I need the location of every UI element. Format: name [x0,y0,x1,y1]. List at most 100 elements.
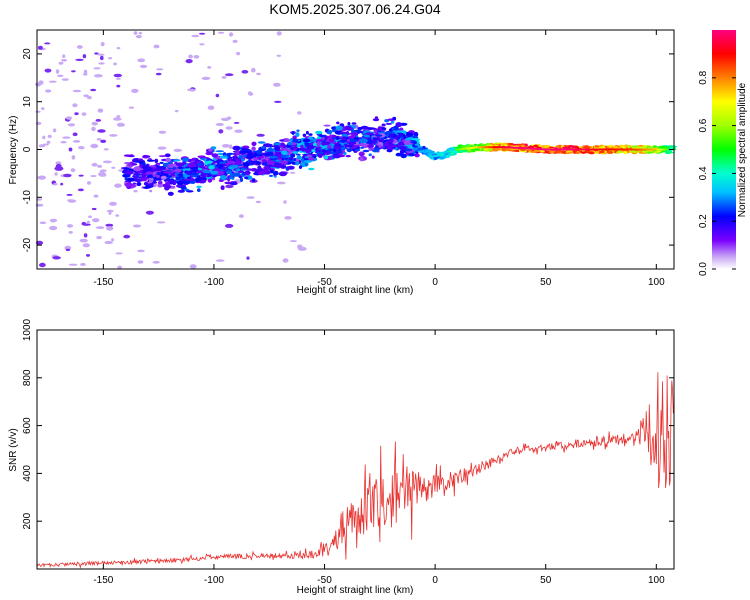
spectrogram-noise-cell [83,94,89,98]
spectrogram-noise-cell [48,80,57,83]
spectrogram-cell [481,144,487,146]
spectrogram-cell [504,144,508,147]
spectrogram-noise-cell [108,57,113,60]
spectrogram-cell [514,149,519,152]
spectrogram-cell [200,173,207,177]
spectrogram-cell [315,130,323,135]
spectrogram-x-label: Height of straight line (km) [297,285,414,296]
spectrogram-noise-cell [44,42,51,45]
spectrogram-noise-cell [35,240,44,245]
spectrogram-cell [191,172,198,176]
spectrogram-cell [364,134,369,138]
spectrogram-noise-cell [50,220,56,223]
spectrogram-cell [244,176,249,180]
spectrogram-noise-cell [220,117,230,121]
spectrogram-cell [137,158,143,161]
spectrogram-noise-cell [91,207,97,211]
spectrogram-cell [206,160,213,164]
spectrogram-cell [149,178,154,183]
spectrogram-cell [195,158,199,163]
spectrogram-cell [142,154,150,159]
spectrogram-cell [240,168,248,171]
spectrogram-cell [212,177,216,181]
spectrogram-noise-cell [72,140,81,143]
spectrogram-cell [386,149,393,153]
spectrogram-cell [606,150,614,154]
spectrogram-cell [561,150,567,154]
spectrogram-noise-cell [83,73,88,76]
spectrogram-x-tick-label: 50 [540,277,552,288]
spectrogram-noise-cell [55,69,60,74]
spectrogram-cell [398,141,406,146]
spectrogram-cell [224,162,233,165]
spectrogram-noise-cell [207,105,215,110]
spectrogram-noise-cell [116,47,121,50]
spectrogram-noise-cell [60,141,67,144]
spectrogram-cell [377,126,383,132]
spectrogram-cell [274,151,283,157]
spectrogram-cell [375,134,383,137]
colorbar-ticks: 0.0 0.2 0.4 0.6 0.8 [698,70,736,276]
spectrogram-cell [183,188,190,191]
spectrogram-cell [341,136,347,141]
spectrogram-noise-cell [90,143,99,149]
spectrogram-noise-cell [100,42,105,47]
spectrogram-cell [182,180,192,185]
spectrogram-cell [220,185,225,191]
spectrogram-noise-cell [225,126,233,130]
spectrogram-cell [283,139,292,142]
spectrogram-cell [390,120,395,124]
spectrogram-noise-cell [37,45,43,50]
spectrogram-cell [613,146,619,149]
spectrogram-noise-cell [96,235,102,240]
spectrogram-cell [329,134,333,139]
spectrogram-noise-cell [68,231,73,234]
spectrogram-cell [335,136,340,140]
spectrogram-cell [232,172,241,177]
spectrogram-noise-cell [116,77,121,80]
spectrogram-cell [367,127,376,130]
spectrogram-cell [215,170,225,176]
spectrogram-noise-cell [91,162,98,167]
spectrogram-noise-cell [42,135,46,140]
spectrogram-cell [195,177,202,182]
snr-x-tick-label: -150 [93,575,113,586]
spectrogram-noise-cell [62,136,71,139]
spectrogram-cell [282,144,287,149]
spectrogram-y-label: Frequency (Hz) [8,116,19,185]
spectrogram-noise-cell [236,51,241,56]
spectrogram-noise-cell [74,112,79,116]
spectrogram-cell [251,178,256,183]
spectrogram-cell [168,175,172,178]
spectrogram-cell [279,160,289,165]
spectrogram-noise-cell [131,88,139,93]
spectrogram-cell [156,174,160,179]
spectrogram-cell [136,181,142,187]
spectrogram-noise-cell [71,155,76,160]
spectrogram-cell [132,166,142,172]
colorbar: 0.0 0.2 0.4 0.6 0.8 Normalized spectral ampl… [698,30,748,276]
spectrogram-cell [336,121,340,125]
spectrogram-cell [190,158,197,161]
spectrogram-cell [158,155,167,158]
spectrogram-y-tick-label: 0 [22,146,33,152]
spectrogram-cell [165,157,171,163]
spectrogram-cell [332,153,341,159]
spectrogram-cell [422,145,426,149]
spectrogram-cell [452,150,459,154]
spectrogram-cell [369,147,375,151]
spectrogram-cell [268,167,272,171]
spectrogram-cell [238,155,244,160]
spectrogram-cell [163,171,170,174]
spectrogram-cell [382,146,386,150]
spectrogram-cell [160,175,167,180]
spectrogram-cell [450,152,455,155]
spectrogram-cell [257,141,266,144]
spectrogram-cell [274,146,281,151]
spectrogram-cell [204,165,208,168]
spectrogram-cell [316,141,321,147]
spectrogram-noise-cell [241,70,249,74]
spectrogram-noise-cell [64,245,72,251]
spectrogram-cell [328,138,335,143]
